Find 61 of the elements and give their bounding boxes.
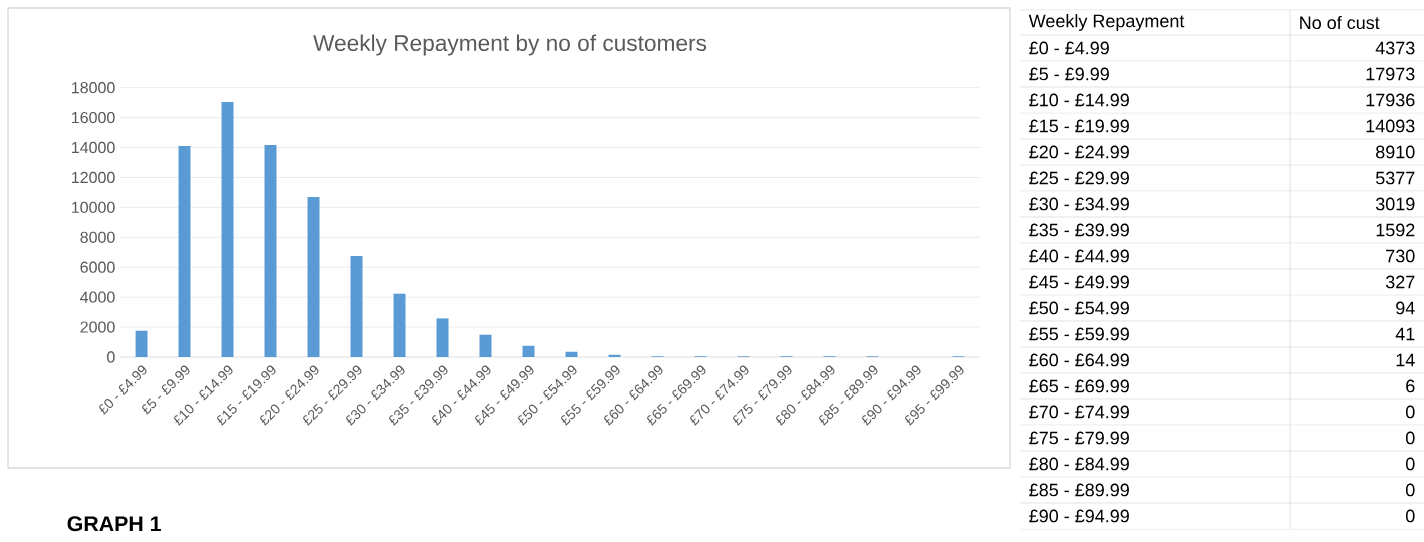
data-label: 8910 xyxy=(1376,145,1415,159)
y-tick-label: 4000 xyxy=(80,291,115,303)
text: No of cust xyxy=(1300,15,1380,30)
y-tick-label: 16000 xyxy=(72,111,115,124)
data-label: 327 xyxy=(1385,275,1415,289)
bar xyxy=(565,351,578,357)
data-label: 5377 xyxy=(1375,171,1415,185)
data-label: 94 xyxy=(1396,301,1415,315)
category-label: £45 - £49.99 xyxy=(1029,275,1129,289)
bar xyxy=(350,255,363,357)
y-tick-label: 14000 xyxy=(72,141,115,154)
bar xyxy=(135,330,148,357)
data-label: 0 xyxy=(1405,431,1415,445)
bar xyxy=(436,318,449,357)
bar xyxy=(307,197,320,357)
data-label: 1592 xyxy=(1376,223,1415,237)
data-label: 17936 xyxy=(1366,93,1415,107)
category-label: £50 - £54.99 xyxy=(1029,301,1129,315)
category-label: £15 - £19.99 xyxy=(1029,119,1129,133)
category-label: £55 - £59.99 xyxy=(1029,327,1129,341)
data-label: 41 xyxy=(1395,327,1415,341)
bar xyxy=(479,334,492,357)
category-label: £35 - £39.99 xyxy=(1029,223,1129,237)
category-label: £25 - £29.99 xyxy=(1029,171,1129,185)
category-label: £80 - £84.99 xyxy=(1029,457,1129,471)
caption: GRAPH 1 xyxy=(67,516,161,532)
category-label: £75 - £79.99 xyxy=(1029,431,1129,445)
y-tick-label: 6000 xyxy=(80,261,115,273)
bar xyxy=(522,345,535,357)
y-tick-label: 12000 xyxy=(72,171,115,184)
category-label: £0 - £4.99 xyxy=(1029,41,1109,55)
y-tick-label: 10000 xyxy=(72,201,115,214)
y-tick-label: 18000 xyxy=(72,82,115,94)
category-label: £60 - £64.99 xyxy=(1029,353,1129,367)
data-label: 6 xyxy=(1406,379,1415,393)
category-label: £5 - £9.99 xyxy=(1029,67,1109,81)
category-label: £10 - £14.99 xyxy=(1029,93,1129,107)
data-label: 0 xyxy=(1405,509,1415,523)
data-label: 3019 xyxy=(1375,197,1415,211)
text: Weekly Repayment xyxy=(1028,14,1185,31)
data-label: 17973 xyxy=(1366,67,1415,81)
data-label: 730 xyxy=(1386,249,1415,263)
y-tick-label: 2000 xyxy=(80,321,115,333)
bar xyxy=(221,102,234,357)
y-tick-label: 0 xyxy=(107,351,115,363)
category-label: £90 - £94.99 xyxy=(1029,509,1129,523)
data-label: 0 xyxy=(1405,483,1415,497)
data-label: 4373 xyxy=(1375,41,1415,55)
bar xyxy=(264,145,277,357)
data-label: 14 xyxy=(1396,353,1415,367)
bar xyxy=(178,146,191,357)
category-label: £20 - £24.99 xyxy=(1029,145,1129,159)
chart-title: Weekly Repayment by no of customers xyxy=(313,34,707,56)
data-label: 0 xyxy=(1405,405,1415,419)
category-label: £30 - £34.99 xyxy=(1029,197,1129,211)
y-tick-label: 8000 xyxy=(80,231,115,243)
category-label: £85 - £89.99 xyxy=(1029,483,1129,497)
data-label: 14093 xyxy=(1366,119,1415,133)
data-label: 0 xyxy=(1405,457,1415,471)
bar xyxy=(393,293,406,357)
category-label: £40 - £44.99 xyxy=(1029,249,1129,263)
